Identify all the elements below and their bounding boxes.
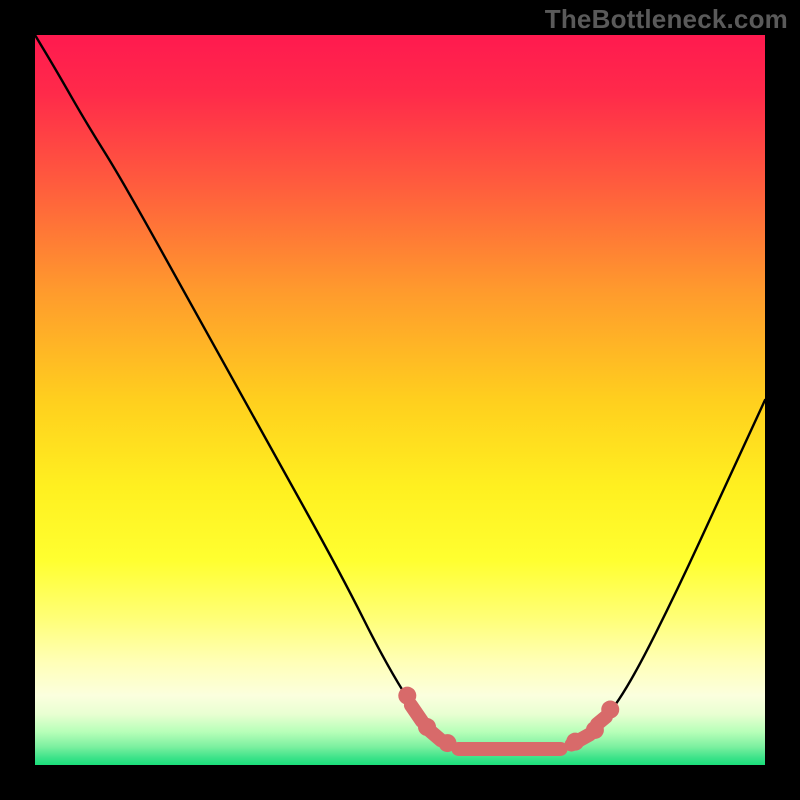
attribution-label: TheBottleneck.com <box>545 4 788 35</box>
highlight-segment <box>411 705 422 721</box>
chart-frame: TheBottleneck.com <box>0 0 800 800</box>
highlight-dot <box>601 701 619 719</box>
chart-background <box>35 35 765 765</box>
bottleneck-chart <box>35 35 765 765</box>
highlight-dot <box>586 721 604 739</box>
highlight-dot <box>566 733 584 751</box>
highlight-dot <box>418 718 436 736</box>
highlight-dot <box>398 687 416 705</box>
highlight-dot <box>438 734 456 752</box>
